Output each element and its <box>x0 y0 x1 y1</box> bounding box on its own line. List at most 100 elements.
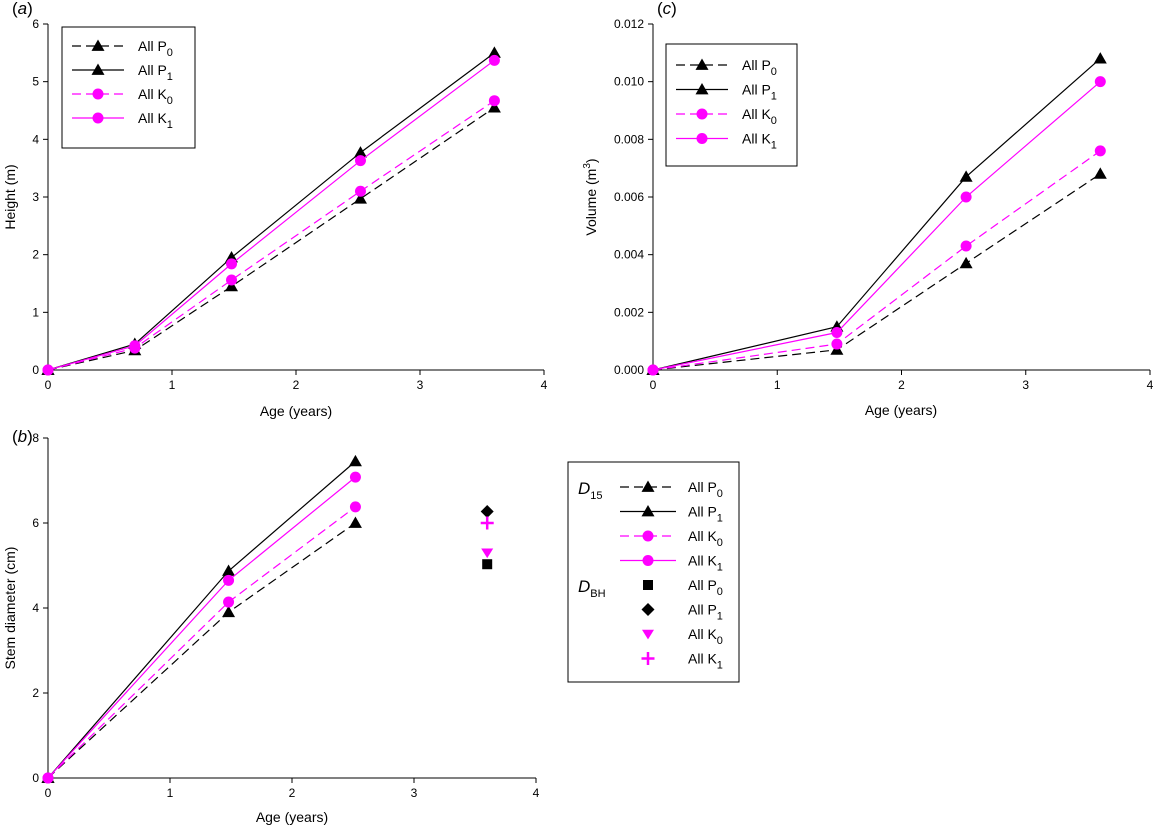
legend-group-label: D15 <box>578 479 603 502</box>
legend-item: All P0 <box>620 479 723 500</box>
legend-marker <box>641 603 655 616</box>
legend-label-sub: 0 <box>771 66 777 78</box>
series-line <box>47 100 495 371</box>
legend-marker <box>91 63 105 75</box>
series-2 <box>42 501 361 784</box>
y-tick-label: 1 <box>32 305 39 319</box>
series-3 <box>42 54 500 376</box>
legend-label: All P1 <box>688 602 723 623</box>
y-tick-label: 0 <box>32 771 39 785</box>
data-point <box>129 340 141 352</box>
data-point <box>959 170 973 182</box>
data-point <box>348 516 362 528</box>
chart-panel-b: 0 2 4 6 8 0 1 2 3 4 Age (years) Stem diameter (cm) (… <box>2 427 740 825</box>
panel-label-close: ) <box>27 427 33 446</box>
legend-group-letter: D <box>578 577 590 596</box>
x-tick-label: 2 <box>898 378 905 392</box>
panel-label-open: ( <box>657 0 663 18</box>
y-axis-title-text: Stem diameter (cm) <box>2 547 18 670</box>
data-point <box>349 501 361 513</box>
y-tick-label: 0 <box>32 363 39 377</box>
x-tick-label: 3 <box>1022 378 1029 392</box>
legend-label: All P1 <box>138 62 173 83</box>
data-point <box>831 327 843 339</box>
data-point <box>1094 145 1106 157</box>
series-3 <box>42 471 361 784</box>
data-point <box>354 155 366 167</box>
legend-marker <box>643 580 653 590</box>
legend-item: All K1 <box>676 131 777 152</box>
data-point <box>960 240 972 252</box>
series-1 <box>41 454 362 783</box>
legend-label-text: All P <box>742 57 771 73</box>
x-tick-label: 1 <box>774 378 781 392</box>
legend-label-text: All K <box>688 626 717 642</box>
legend-label: All K1 <box>138 110 173 131</box>
legend-group-sub: 15 <box>590 490 602 502</box>
legend-item: All K1 <box>641 651 723 672</box>
legend-marker <box>91 39 105 51</box>
data-point <box>222 605 236 618</box>
legend-label: All K0 <box>688 626 723 647</box>
legend-item: All K0 <box>676 106 777 127</box>
data-point <box>480 516 494 530</box>
legend-marker <box>696 108 708 120</box>
legend-label-sub: 1 <box>717 611 723 623</box>
series-6 <box>481 548 494 559</box>
legend-label-text: All K <box>688 553 717 569</box>
data-point <box>349 471 361 483</box>
legend-label-sub: 1 <box>167 119 173 131</box>
y-tick-label: 4 <box>32 601 39 615</box>
y-tick-label: 0.010 <box>614 75 644 89</box>
y-tick-label: 0.008 <box>614 132 644 146</box>
legend-item: All P1 <box>72 62 173 83</box>
series-line <box>47 460 356 779</box>
legend-box <box>665 43 798 167</box>
legend-marker <box>642 629 654 640</box>
data-point <box>225 279 239 292</box>
data-point <box>487 101 501 113</box>
legend-label-sub: 0 <box>717 586 723 598</box>
legend-label-text: All P <box>138 38 167 54</box>
legend-marker <box>642 530 654 542</box>
x-tick-label: 3 <box>411 786 418 800</box>
x-tick-label: 2 <box>293 378 300 392</box>
y-tick-label: 0.000 <box>614 363 644 377</box>
panel-label-open: ( <box>12 0 18 18</box>
legend-item: All P0 <box>72 38 173 59</box>
legend-label-text: All K <box>688 651 717 667</box>
legend-item: All K1 <box>620 553 723 574</box>
y-tick-label: 6 <box>32 17 39 31</box>
legend-label-text: All P <box>688 504 717 520</box>
legend-label-sub: 0 <box>717 537 723 549</box>
legend-label: All P0 <box>688 479 723 500</box>
series-line <box>652 150 1101 371</box>
panel-label-letter: b <box>18 427 27 446</box>
legend-marker <box>92 88 104 100</box>
data-point <box>42 364 54 376</box>
x-tick-label: 4 <box>533 786 540 800</box>
data-point <box>223 574 235 586</box>
data-point <box>353 192 367 204</box>
legend-item: All P1 <box>676 82 777 103</box>
legend-item: All K0 <box>72 86 173 107</box>
data-point <box>488 54 500 66</box>
panel-label-open: ( <box>12 427 18 446</box>
legend-label: All P0 <box>138 38 173 59</box>
y-tick-label: 8 <box>32 431 39 445</box>
legend-item: All K1 <box>72 110 173 131</box>
panel-label: (b) <box>12 427 33 446</box>
panel-label: (c) <box>657 0 677 18</box>
legend-label-sub: 1 <box>771 140 777 152</box>
chart-panel-c: 0.000 0.002 0.004 0.006 0.008 0.010 0.012 0 1 2 3 4… <box>582 0 1154 418</box>
data-point <box>481 548 494 559</box>
data-point <box>1094 76 1106 88</box>
legend-item: All P1 <box>620 504 723 525</box>
data-point <box>959 256 973 269</box>
legend-label: All P0 <box>688 577 723 598</box>
legend-marker <box>641 505 655 517</box>
x-tick-label: 1 <box>169 378 176 392</box>
